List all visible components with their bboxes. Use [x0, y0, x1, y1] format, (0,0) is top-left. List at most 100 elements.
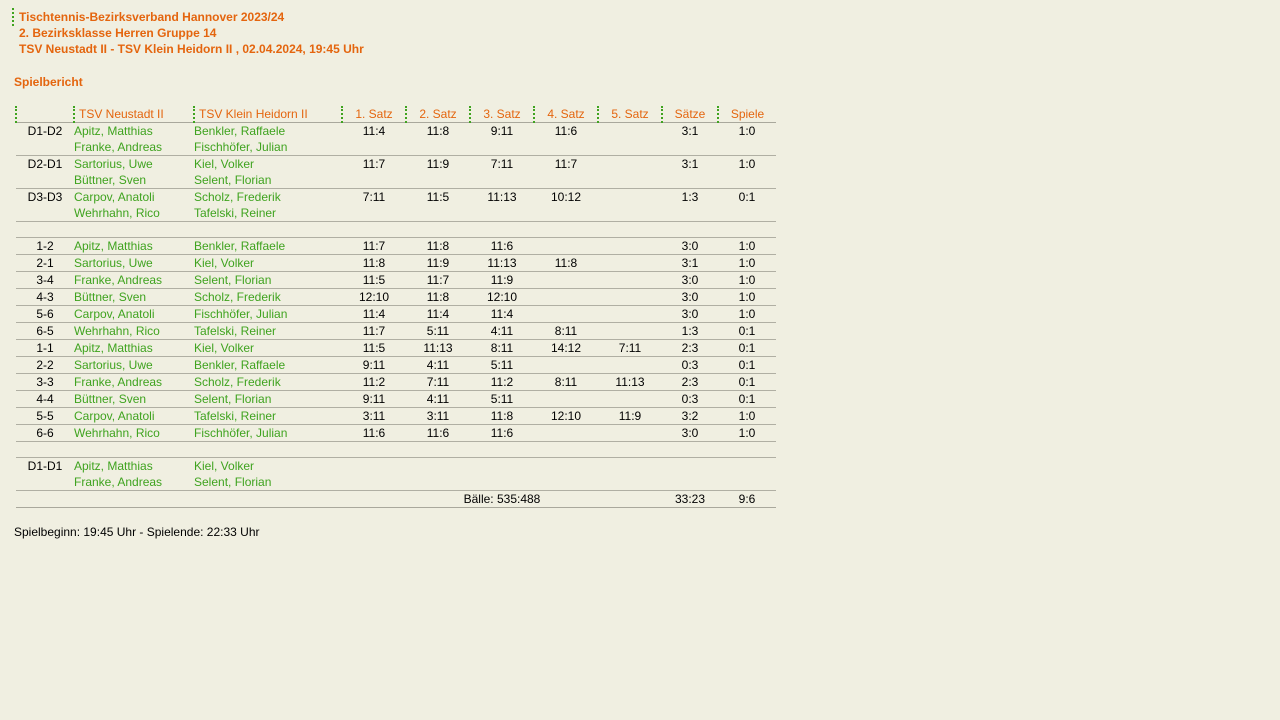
home-players: Apitz, Matthias Franke, Andreas	[74, 457, 194, 491]
set4-score: 14:12	[534, 339, 598, 357]
away-players: Scholz, Frederik Tafelski, Reiner	[194, 188, 342, 222]
sets-result: 2:3	[662, 339, 718, 357]
set1-score	[342, 457, 406, 491]
set2-score: 5:11	[406, 322, 470, 340]
set2-score: 11:8	[406, 237, 470, 255]
set2-score: 11:6	[406, 424, 470, 442]
set3-score: 8:11	[470, 339, 534, 357]
home-player: Sartorius, Uwe	[74, 356, 194, 374]
match-code: 6-5	[16, 322, 74, 340]
set2-score: 7:11	[406, 373, 470, 391]
set2-score: 11:9	[406, 155, 470, 189]
home-player: Franke, Andreas	[74, 271, 194, 289]
spacer-row	[16, 221, 776, 238]
set3-score	[470, 457, 534, 491]
games-result: 0:1	[718, 188, 776, 222]
away-player-1: Kiel, Volker	[194, 459, 255, 473]
singles-match-row: 4-4 Büttner, Sven Selent, Florian 9:11 4…	[16, 390, 776, 408]
doubles-match-row: D2-D1 Sartorius, Uwe Büttner, Sven Kiel,…	[16, 155, 776, 189]
spacer-row	[16, 441, 776, 458]
set3-score: 12:10	[470, 288, 534, 306]
home-player-1: Sartorius, Uwe	[74, 157, 153, 171]
home-player: Sartorius, Uwe	[74, 254, 194, 272]
sets-result: 3:0	[662, 271, 718, 289]
away-player: Tafelski, Reiner	[194, 407, 342, 425]
match-code: 4-3	[16, 288, 74, 306]
set4-score	[534, 305, 598, 323]
set3-score: 11:8	[470, 407, 534, 425]
sets-result: 3:0	[662, 237, 718, 255]
balls-total: Bälle: 535:488	[342, 490, 662, 508]
set5-score	[598, 356, 662, 374]
set5-score	[598, 155, 662, 189]
col-header-home-team: TSV Neustadt II	[73, 106, 194, 123]
set2-score: 11:8	[406, 288, 470, 306]
singles-match-row: 1-2 Apitz, Matthias Benkler, Raffaele 11…	[16, 237, 776, 255]
sets-result: 3:1	[662, 155, 718, 189]
away-player: Scholz, Frederik	[194, 373, 342, 391]
away-players: Kiel, Volker Selent, Florian	[194, 155, 342, 189]
set4-score: 11:7	[534, 155, 598, 189]
doubles-match-row: D1-D1 Apitz, Matthias Franke, Andreas Ki…	[16, 457, 776, 491]
report-header: Tischtennis-Bezirksverband Hannover 2023…	[12, 0, 1280, 57]
home-player: Apitz, Matthias	[74, 339, 194, 357]
association-title: Tischtennis-Bezirksverband Hannover 2023…	[12, 8, 1280, 26]
set5-score	[598, 254, 662, 272]
away-player: Tafelski, Reiner	[194, 322, 342, 340]
col-header-away-team: TSV Klein Heidorn II	[193, 106, 342, 123]
singles-match-row: 3-4 Franke, Andreas Selent, Florian 11:5…	[16, 271, 776, 289]
sets-result: 3:2	[662, 407, 718, 425]
away-player: Scholz, Frederik	[194, 288, 342, 306]
match-code: 5-5	[16, 407, 74, 425]
set4-score: 11:6	[534, 122, 598, 156]
away-player: Selent, Florian	[194, 271, 342, 289]
home-player-2: Wehrhahn, Rico	[74, 206, 160, 220]
col-header-set4: 4. Satz	[533, 106, 598, 123]
games-result: 1:0	[718, 407, 776, 425]
away-player: Kiel, Volker	[194, 254, 342, 272]
set5-score: 7:11	[598, 339, 662, 357]
set4-score	[534, 356, 598, 374]
set1-score: 3:11	[342, 407, 406, 425]
home-player-2: Franke, Andreas	[74, 475, 163, 489]
match-code: 1-1	[16, 339, 74, 357]
set4-score	[534, 390, 598, 408]
set5-score	[598, 237, 662, 255]
games-result: 1:0	[718, 155, 776, 189]
away-player-1: Benkler, Raffaele	[194, 124, 286, 138]
set3-score: 7:11	[470, 155, 534, 189]
match-code: 6-6	[16, 424, 74, 442]
set2-score: 4:11	[406, 390, 470, 408]
singles-match-row: 3-3 Franke, Andreas Scholz, Frederik 11:…	[16, 373, 776, 391]
match-code: 3-4	[16, 271, 74, 289]
doubles-match-row: D1-D2 Apitz, Matthias Franke, Andreas Be…	[16, 122, 776, 156]
match-report-table: TSV Neustadt II TSV Klein Heidorn II 1. …	[15, 106, 776, 508]
set4-score: 11:8	[534, 254, 598, 272]
singles-match-row: 1-1 Apitz, Matthias Kiel, Volker 11:5 11…	[16, 339, 776, 357]
singles-match-row: 6-6 Wehrhahn, Rico Fischhöfer, Julian 11…	[16, 424, 776, 442]
away-player: Selent, Florian	[194, 390, 342, 408]
away-player-1: Scholz, Frederik	[194, 190, 281, 204]
match-code: D3-D3	[16, 188, 74, 222]
home-player: Wehrhahn, Rico	[74, 322, 194, 340]
set1-score: 9:11	[342, 390, 406, 408]
sets-result: 0:3	[662, 390, 718, 408]
sets-result: 0:3	[662, 356, 718, 374]
table-header-row: TSV Neustadt II TSV Klein Heidorn II 1. …	[15, 106, 776, 123]
set5-score	[598, 457, 662, 491]
games-result: 1:0	[718, 305, 776, 323]
home-player-1: Carpov, Anatoli	[74, 190, 155, 204]
totals-spacer-cell	[16, 490, 342, 508]
set1-score: 12:10	[342, 288, 406, 306]
set1-score: 11:2	[342, 373, 406, 391]
sets-result: 3:1	[662, 254, 718, 272]
games-result: 0:1	[718, 339, 776, 357]
home-player-1: Apitz, Matthias	[74, 459, 153, 473]
sets-result: 3:0	[662, 288, 718, 306]
games-result: 0:1	[718, 373, 776, 391]
singles-match-row: 5-6 Carpov, Anatoli Fischhöfer, Julian 1…	[16, 305, 776, 323]
set2-score: 11:4	[406, 305, 470, 323]
home-players: Sartorius, Uwe Büttner, Sven	[74, 155, 194, 189]
set4-score: 12:10	[534, 407, 598, 425]
games-result: 1:0	[718, 122, 776, 156]
